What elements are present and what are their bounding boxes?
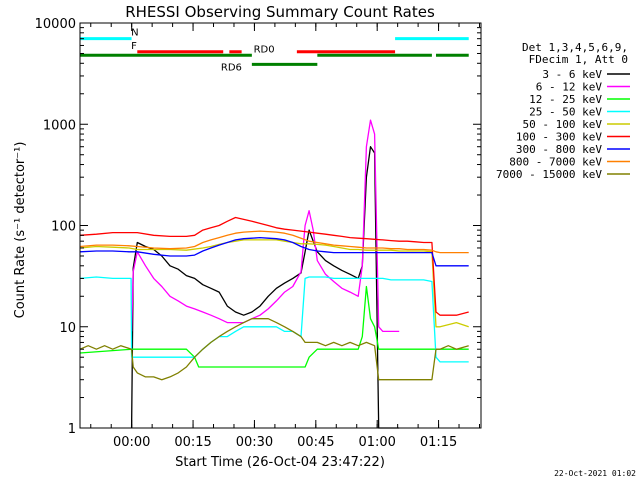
x-tick-label: 00:30 bbox=[236, 435, 273, 450]
series-line-8 bbox=[79, 318, 469, 381]
series-line-4 bbox=[79, 239, 469, 328]
x-axis-label: Start Time (26-Oct-04 23:47:22) bbox=[175, 455, 385, 470]
series-line-1 bbox=[130, 119, 400, 333]
chart-title: RHESSI Observing Summary Count Rates bbox=[125, 3, 435, 21]
legend: Det 1,3,4,5,6,9,FDecim 1, Att 0 3 - 6 keV… bbox=[496, 41, 630, 181]
series-line-6 bbox=[79, 236, 469, 267]
y-tick-label: 10 bbox=[59, 321, 76, 336]
series-line-5 bbox=[79, 216, 469, 316]
y-tick-label: 1 bbox=[68, 422, 76, 437]
x-tick-label: 01:15 bbox=[420, 435, 457, 450]
legend-label: 7000 - 15000 keV bbox=[496, 168, 602, 181]
legend-label: 25 - 50 keV bbox=[529, 106, 602, 119]
y-axis-label: Count Rate (s⁻¹ detector⁻¹) bbox=[13, 142, 28, 319]
state-bar-label: RD6 bbox=[221, 62, 242, 73]
legend-label: 12 - 25 keV bbox=[529, 93, 602, 106]
y-tick-label: 1000 bbox=[43, 118, 76, 133]
legend-label: 800 - 7000 keV bbox=[509, 156, 602, 169]
state-bar-label: RD0 bbox=[254, 44, 275, 55]
footer-date: 22-Oct-2021 01:02 bbox=[554, 469, 636, 478]
legend-label: 50 - 100 keV bbox=[523, 118, 603, 131]
state-bar-label: N bbox=[131, 28, 138, 39]
y-tick-label: 10000 bbox=[35, 17, 76, 32]
legend-label: 300 - 800 keV bbox=[516, 143, 602, 156]
x-tick-label: 00:00 bbox=[113, 435, 150, 450]
x-tick-label: 00:15 bbox=[174, 435, 211, 450]
series-line-0 bbox=[130, 146, 400, 429]
series-line-2 bbox=[79, 285, 469, 368]
y-tick-label: 100 bbox=[51, 220, 76, 235]
axes: 1 10 100 1000 10000 00:00 00:15 00:30 00:45 01:00… bbox=[35, 17, 482, 450]
legend-label: 3 - 6 keV bbox=[542, 68, 602, 81]
legend-header: FDecim 1, Att 0 bbox=[529, 53, 628, 66]
x-tick-label: 01:00 bbox=[358, 435, 395, 450]
plot-area: NF RD0 RD6 bbox=[79, 28, 469, 429]
legend-header: Det 1,3,4,5,6,9, bbox=[522, 41, 628, 54]
state-bar-label: F bbox=[131, 41, 137, 52]
legend-label: 6 - 12 keV bbox=[536, 81, 603, 94]
x-tick-label: 00:45 bbox=[297, 435, 334, 450]
series-line-7 bbox=[79, 230, 469, 254]
legend-label: 100 - 300 keV bbox=[516, 131, 602, 144]
